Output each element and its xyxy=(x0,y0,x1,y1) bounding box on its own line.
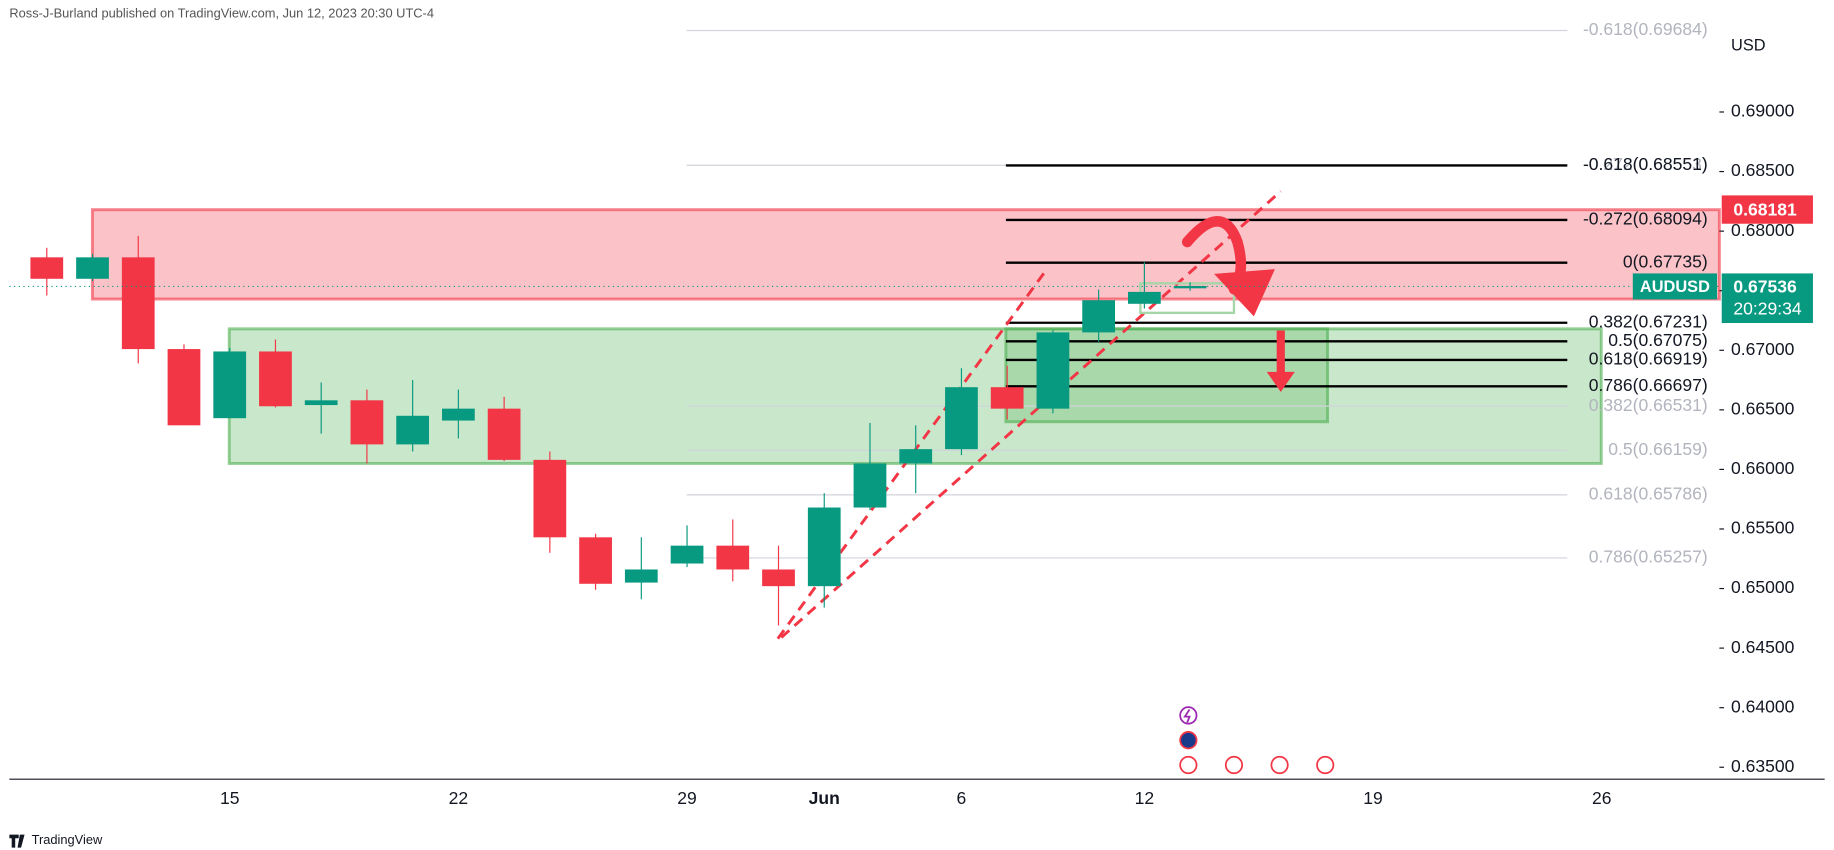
event-icon[interactable] xyxy=(1179,706,1198,725)
candle-body xyxy=(1128,291,1161,304)
fib-label: 0.5(0.67075) xyxy=(1608,330,1707,350)
candle-body xyxy=(167,349,201,426)
event-icon-glyph xyxy=(1183,709,1191,723)
candle-body xyxy=(899,449,933,464)
currency: USD xyxy=(1731,36,1766,54)
header: Ross-J-Burland published on TradingView.… xyxy=(9,6,434,21)
logo xyxy=(9,834,25,848)
footer: TradingView xyxy=(32,832,103,847)
candle-body xyxy=(487,408,521,460)
y-tick-label: 0.64000 xyxy=(1731,696,1795,716)
candle-body xyxy=(121,257,155,350)
x-tick-label: 19 xyxy=(1363,788,1383,808)
price-tags: 0.68181 AUDUSD 0.67536 20:29:34 xyxy=(1632,195,1813,324)
candle-body xyxy=(304,400,338,406)
candle-body xyxy=(762,569,795,587)
y-tick-label: 0.65000 xyxy=(1731,577,1795,597)
y-tick-label: 0.66000 xyxy=(1731,458,1795,478)
candle-body xyxy=(1082,300,1116,333)
countdown: 20:29:34 xyxy=(1733,299,1801,319)
fib-label: 0.382(0.67231) xyxy=(1589,311,1708,331)
fib-label: 0.618(0.65786) xyxy=(1589,484,1708,504)
candle-body xyxy=(945,387,978,450)
candle-body xyxy=(30,257,64,279)
x-tick-label: 29 xyxy=(677,788,697,808)
fib-label: 0.382(0.66531) xyxy=(1589,395,1708,415)
trend-line xyxy=(780,190,1282,639)
candle-body xyxy=(76,257,109,279)
candle-body xyxy=(213,351,247,419)
symbol-tag xyxy=(1632,273,1718,300)
y-tick-label: 0.67000 xyxy=(1731,339,1795,359)
fib-label: -0.618(0.69684) xyxy=(1583,19,1708,39)
zone xyxy=(90,208,1721,301)
symbol-tag-label: AUDUSD xyxy=(1640,278,1710,296)
zones xyxy=(90,208,1721,465)
arrow-head xyxy=(1214,269,1275,317)
fib-label: 0.786(0.65257) xyxy=(1589,547,1708,567)
fib-label: 0(0.67735) xyxy=(1623,251,1708,271)
candle-body xyxy=(350,400,384,445)
x-tick-label: 22 xyxy=(449,788,469,808)
y-tick-label: 0.68000 xyxy=(1731,220,1795,240)
event-icon[interactable] xyxy=(1179,731,1198,750)
candle-body xyxy=(990,387,1024,409)
price-tag-label: 0.67536 xyxy=(1733,276,1797,296)
price-tag-label: 0.68181 xyxy=(1733,199,1797,219)
candle-body xyxy=(624,569,658,583)
price-tag xyxy=(1721,195,1813,224)
y-tick-label: 0.64500 xyxy=(1731,637,1795,657)
fib-label: 0.5(0.66159) xyxy=(1608,439,1707,459)
y-tick-label: 0.68500 xyxy=(1731,160,1795,180)
candle-body xyxy=(670,545,704,564)
fib-label: 0.786(0.66697) xyxy=(1589,375,1708,395)
event-icon[interactable] xyxy=(1270,755,1289,775)
candle-body xyxy=(259,351,292,407)
y-tick-label: 0.63500 xyxy=(1731,756,1795,776)
x-tick-label: 6 xyxy=(957,788,967,808)
y-tick-label: 0.69000 xyxy=(1731,101,1795,121)
fib-label: -0.272(0.68553) xyxy=(1583,154,1708,174)
event-icon[interactable] xyxy=(1179,755,1198,775)
x-tick-label: 15 xyxy=(220,788,240,808)
event-icon[interactable] xyxy=(1316,755,1335,775)
arrow-head xyxy=(1266,371,1295,392)
candle-body xyxy=(853,463,887,508)
y-tick-label: 0.66500 xyxy=(1731,398,1795,418)
candles xyxy=(30,235,1207,626)
candle-body xyxy=(579,537,612,584)
candle-body xyxy=(807,507,841,587)
candle-body xyxy=(1173,285,1207,289)
candle-body xyxy=(533,459,567,538)
fib-label: -0.618(0.68551) xyxy=(1583,154,1708,174)
x-tick-label: 12 xyxy=(1135,788,1155,808)
candle-body xyxy=(442,408,475,421)
fib-label: 0.618(0.66919) xyxy=(1589,349,1708,369)
fib-lines: -0.618(0.69684) -0.272(0.68553) 0.382(0.66… xyxy=(686,19,1708,567)
event-icon[interactable] xyxy=(1224,755,1244,775)
price-tag xyxy=(1721,273,1813,324)
y-tick-label: 0.65500 xyxy=(1731,518,1795,538)
candle-body xyxy=(1036,332,1070,409)
fib-label: -0.272(0.68094) xyxy=(1583,209,1708,229)
x-tick-label: Jun xyxy=(809,788,840,808)
x-tick-label: 26 xyxy=(1592,788,1612,808)
candle-body xyxy=(396,415,430,445)
candle-body xyxy=(716,545,750,570)
